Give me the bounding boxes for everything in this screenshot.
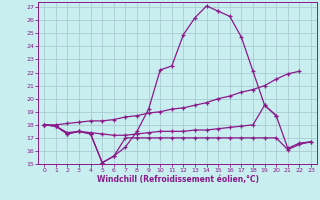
X-axis label: Windchill (Refroidissement éolien,°C): Windchill (Refroidissement éolien,°C): [97, 175, 259, 184]
